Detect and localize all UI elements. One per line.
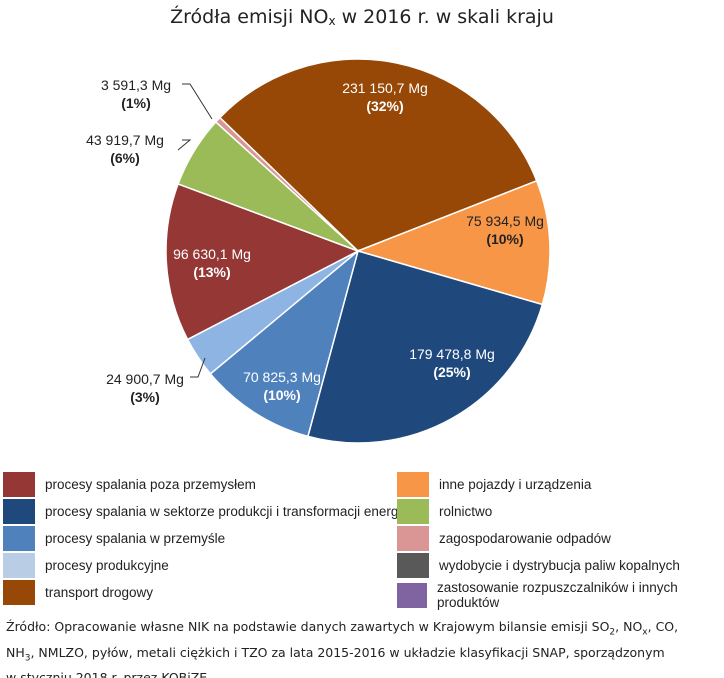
legend-item: rolnictwo xyxy=(397,499,492,524)
pie-slice-7 xyxy=(214,116,359,252)
label-inne-pojazdy: 75 934,5 Mg (10%) xyxy=(466,213,544,247)
legend-swatch xyxy=(397,499,429,524)
legend-label: wydobycie i dystrybucja paliw kopalnych xyxy=(439,558,680,573)
legend-label: procesy spalania w sektorze produkcji i … xyxy=(45,504,405,519)
leader-line-2 xyxy=(190,357,206,378)
legend-swatch xyxy=(3,472,35,497)
leader-line-0 xyxy=(182,83,213,120)
legend-item: inne pojazdy i urządzenia xyxy=(397,472,591,497)
legend-label: zastosowanie rozpuszczalników i innych p… xyxy=(436,580,678,610)
legend-item: procesy spalania w sektorze produkcji i … xyxy=(3,499,404,524)
legend-item: procesy spalania poza przemysłem xyxy=(3,472,256,497)
legend-label: procesy spalania poza przemysłem xyxy=(45,477,256,492)
legend-swatch xyxy=(3,526,35,551)
pie-svg xyxy=(165,58,551,444)
legend-swatch xyxy=(3,580,35,605)
label-poza-przemyslem: 96 630,1 Mg (13%) xyxy=(173,246,251,280)
chart-title: Źródła emisji NOx w 2016 r. w skali kraj… xyxy=(0,6,724,28)
legend-swatch xyxy=(397,526,429,551)
legend-item: wydobycie i dystrybucja paliw kopalnych xyxy=(397,553,680,578)
label-rolnictwo: 43 919,7 Mg (6%) xyxy=(86,132,164,166)
legend-label: zagospodarowanie odpadów xyxy=(439,531,611,546)
legend-item: transport drogowy xyxy=(3,580,153,605)
legend-label: rolnictwo xyxy=(439,504,493,519)
legend-label: procesy produkcyjne xyxy=(45,558,169,573)
legend-label: inne pojazdy i urządzenia xyxy=(439,477,592,492)
pie-slice-2 xyxy=(306,250,544,444)
legend-swatch xyxy=(3,499,35,524)
title-text: Źródła emisji NO xyxy=(170,6,329,28)
pie-slice-0 xyxy=(218,58,538,252)
legend-swatch xyxy=(3,553,35,578)
label-produkcyjne: 24 900,7 Mg (3%) xyxy=(106,371,184,405)
source-note: Źródło: Opracowanie własne NIK na podsta… xyxy=(6,619,679,678)
leader-line-1 xyxy=(177,139,192,151)
legend-item: procesy produkcyjne xyxy=(3,553,169,578)
label-przemysl: 70 825,3 Mg (10%) xyxy=(243,369,321,403)
title-subscript: x xyxy=(328,14,336,28)
legend-label: transport drogowy xyxy=(45,585,154,600)
pie-slice-1 xyxy=(355,179,551,306)
pie-slice-3 xyxy=(209,248,360,438)
label-zagospodarowanie: 3 591,3 Mg (1%) xyxy=(100,77,172,111)
pie-slice-5 xyxy=(165,182,360,341)
legend-item: zagospodarowanie odpadów xyxy=(397,526,611,551)
legend-item: procesy spalania w przemyśle xyxy=(3,526,225,551)
legend-swatch xyxy=(397,553,429,578)
label-sektor-energii: 179 478,8 Mg (25%) xyxy=(409,346,495,380)
title-text-2: w 2016 r. w skali kraju xyxy=(335,6,554,28)
legend-swatch xyxy=(397,582,427,608)
label-transport: 231 150,7 Mg (32%) xyxy=(342,80,428,114)
legend-item: zastosowanie rozpuszczalników i innych p… xyxy=(397,580,724,610)
legend-swatch xyxy=(397,472,429,497)
legend-label: procesy spalania w przemyśle xyxy=(45,531,226,546)
